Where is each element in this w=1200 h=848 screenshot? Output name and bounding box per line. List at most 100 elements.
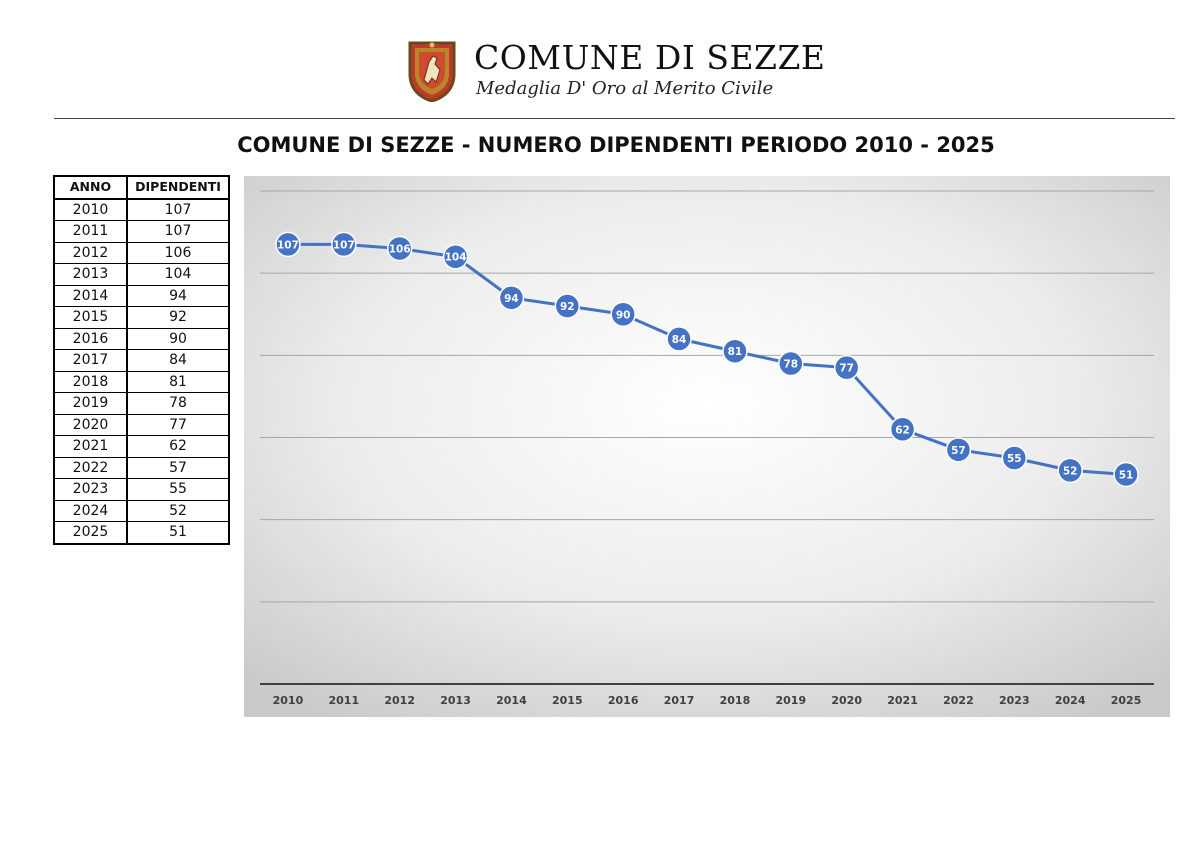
table-body: 2010 107 2011 107 2012 106 2013 104 2014 94 2015 92… [53,198,230,544]
x-tick-label: 2020 [831,694,862,707]
table-row: 2012 106 [53,241,230,264]
table-row: 2018 81 [53,370,230,393]
x-tick-label: 2014 [496,694,527,707]
data-point: 57 [945,437,972,463]
table-cell-anno: 2015 [53,306,128,329]
data-point: 84 [666,326,692,352]
table-row: 2021 62 [53,435,230,458]
data-point-marker [442,243,469,270]
x-tick-label: 2010 [273,694,304,707]
data-point: 104 [442,243,469,270]
data-table: ANNO DIPENDENTI 2010 107 2011 107 2012 106 201… [53,175,230,545]
x-tick-label: 2025 [1111,694,1142,707]
column-header-anno: ANNO [53,175,128,199]
table-cell-dipendenti: 90 [126,327,230,350]
data-label: 90 [616,309,631,321]
table-row: 2020 77 [53,413,230,436]
data-point: 92 [554,293,581,319]
x-tick-label: 2013 [440,694,471,707]
data-point-marker [722,338,748,364]
table-cell-dipendenti: 106 [126,241,230,264]
x-tick-label: 2016 [608,694,639,707]
x-axis: 2010 2011 2012 2013 2014 2015 2016 2017 2018 2019… [260,683,1154,707]
data-label: 57 [951,445,966,457]
data-point-marker [554,293,581,319]
table-row: 2010 107 [53,198,230,221]
table-cell-dipendenti: 62 [126,435,230,458]
data-point: 107 [275,231,301,258]
table-row: 2015 92 [53,306,230,329]
data-point: 107 [331,231,357,258]
table-row: 2013 104 [53,263,230,286]
table-cell-anno: 2022 [53,456,128,479]
table-cell-anno: 2014 [53,284,128,307]
data-point-marker [945,437,972,463]
table-cell-anno: 2010 [53,198,128,221]
data-point: 52 [1057,457,1083,484]
table-row: 2025 51 [53,521,230,544]
data-point-marker [889,416,916,443]
table-row: 2016 90 [53,327,230,350]
x-tick-label: 2015 [552,694,583,707]
table-cell-anno: 2020 [53,413,128,436]
table-cell-dipendenti: 94 [126,284,230,307]
header-divider [54,118,1175,119]
data-point-marker [275,231,301,258]
table-cell-anno: 2019 [53,392,128,415]
x-tick-label: 2011 [329,694,360,707]
data-label: 52 [1063,465,1078,477]
x-tick-label: 2021 [887,694,918,707]
data-points: 107 107 106 104 94 92 90 84 81 78 77 62 57 55 52 51 [275,231,1139,488]
x-tick-label: 2022 [943,694,974,707]
x-tick-label: 2019 [776,694,807,707]
data-point: 106 [386,235,413,262]
table-row: 2011 107 [53,220,230,243]
data-point-marker [331,231,357,258]
data-point-marker [666,326,692,352]
x-tick-label: 2023 [999,694,1030,707]
table-cell-dipendenti: 104 [126,263,230,286]
table-cell-dipendenti: 77 [126,413,230,436]
comune-name: COMUNE DI SEZZE [474,38,826,77]
table-cell-dipendenti: 52 [126,499,230,522]
data-label: 77 [839,363,854,375]
data-point-marker [610,301,636,327]
data-label: 84 [672,334,687,346]
coat-of-arms-icon [408,41,456,102]
table-cell-dipendenti: 78 [126,392,230,415]
table-cell-dipendenti: 51 [126,521,230,544]
data-point-marker [386,235,413,262]
chart-background [244,176,1170,717]
table-cell-dipendenti: 81 [126,370,230,393]
table-cell-dipendenti: 107 [126,220,230,243]
data-point-marker [498,285,525,311]
table-cell-anno: 2021 [53,435,128,458]
data-point-marker [1057,457,1083,484]
table-header-row: ANNO DIPENDENTI [53,175,230,199]
table-row: 2023 55 [53,478,230,501]
table-cell-anno: 2017 [53,349,128,372]
data-label: 107 [333,239,355,251]
data-point: 94 [498,285,525,311]
data-label: 78 [784,359,799,371]
table-cell-anno: 2011 [53,220,128,243]
data-label: 92 [560,301,575,313]
data-point: 81 [722,338,748,364]
column-header-dipendenti: DIPENDENTI [126,175,230,199]
data-label: 107 [277,239,299,251]
data-point: 55 [1001,445,1028,471]
line-chart: 2010 2011 2012 2013 2014 2015 2016 2017 2018 2019… [244,176,1170,717]
data-point: 51 [1113,461,1139,488]
table-cell-anno: 2018 [53,370,128,393]
data-label: 81 [728,346,743,358]
data-label: 104 [445,252,467,264]
data-label: 62 [895,424,910,436]
chart-title: COMUNE DI SEZZE - NUMERO DIPENDENTI PERI… [237,133,995,157]
table-cell-dipendenti: 107 [126,198,230,221]
table-cell-dipendenti: 57 [126,456,230,479]
data-point: 90 [610,301,636,327]
table-cell-anno: 2023 [53,478,128,501]
data-label: 106 [389,244,411,256]
x-tick-label: 2018 [720,694,751,707]
table-row: 2019 78 [53,392,230,415]
